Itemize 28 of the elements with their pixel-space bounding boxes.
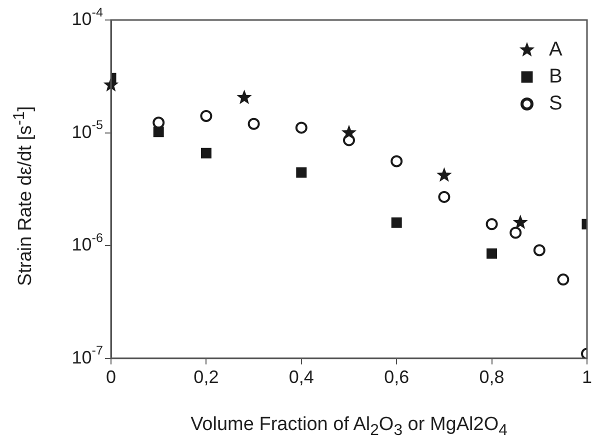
point [512, 214, 528, 230]
point [486, 218, 498, 230]
x-axis-title: Volume Fraction of Al$_{2}$O$_{3}$ or MgAl2O$_{4}$ [190, 414, 508, 440]
point [200, 148, 212, 158]
point [557, 274, 570, 286]
legend-label: B [549, 66, 562, 88]
x-tick-label: 0,2 [194, 367, 219, 388]
point [390, 155, 403, 168]
point [200, 110, 212, 122]
point [296, 167, 307, 178]
point [533, 244, 546, 256]
x-tick-label: 0 [106, 367, 116, 388]
x-tick-label: 1 [582, 367, 592, 388]
point [391, 217, 402, 228]
point [510, 226, 522, 239]
point [248, 118, 260, 130]
point [486, 248, 498, 259]
x-tick-label: 0,4 [288, 367, 314, 388]
x-tick-label: 0,6 [384, 367, 410, 388]
point [236, 90, 252, 104]
legend-label: A [549, 38, 563, 61]
legend-label: S [549, 92, 562, 115]
point [153, 126, 164, 138]
point [438, 190, 450, 203]
point [295, 122, 308, 134]
point [436, 167, 452, 182]
x-tick-label: 0,8 [479, 367, 504, 388]
point [341, 124, 357, 140]
